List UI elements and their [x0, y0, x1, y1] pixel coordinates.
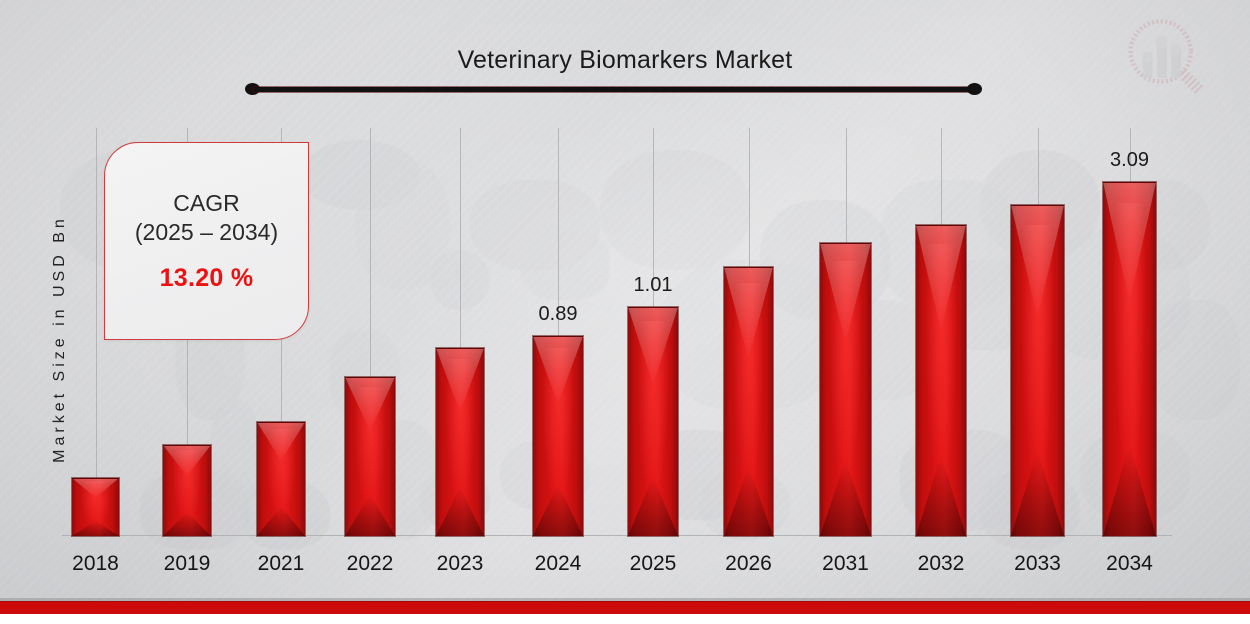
bar-2025[interactable] [628, 307, 678, 536]
gridline [846, 128, 847, 243]
bar-top-edge [916, 225, 966, 226]
bar-2019[interactable] [163, 445, 211, 536]
bar-top-edge [820, 243, 871, 244]
bar-2032[interactable] [916, 225, 966, 536]
bar-2034[interactable] [1103, 182, 1156, 536]
gridline [1038, 128, 1039, 205]
x-axis-label-2024: 2024 [503, 552, 613, 576]
cagr-card: CAGR (2025 – 2034) 13.20 % [104, 142, 309, 340]
bar-2018[interactable] [72, 478, 119, 536]
gridline [460, 128, 461, 348]
chart-canvas: Veterinary Biomarkers Market Market Size… [0, 0, 1250, 624]
x-axis-baseline [62, 535, 1172, 536]
bar-value-label-2024: 0.89 [508, 303, 608, 326]
x-axis-label-2031: 2031 [791, 552, 901, 576]
bar-2024[interactable] [533, 336, 583, 536]
x-axis-label-2023: 2023 [405, 552, 515, 576]
bar-top-edge [345, 377, 395, 378]
gridline [96, 128, 97, 478]
bar-2022[interactable] [345, 377, 395, 536]
gridline [370, 128, 371, 377]
bar-top-edge [72, 478, 119, 479]
bar-2033[interactable] [1011, 205, 1064, 536]
bar-top-edge [724, 267, 773, 268]
bar-2031[interactable] [820, 243, 871, 536]
x-axis-label-2026: 2026 [694, 552, 804, 576]
cagr-value: 13.20 % [160, 264, 254, 293]
bar-2021[interactable] [257, 422, 305, 536]
bar-2023[interactable] [436, 348, 484, 536]
bar-2026[interactable] [724, 267, 773, 536]
cagr-label: CAGR [173, 189, 239, 217]
bar-top-edge [1103, 182, 1156, 183]
gridline [749, 128, 750, 267]
footer-white-strip [0, 614, 1250, 624]
bar-top-edge [533, 336, 583, 337]
bar-value-label-2025: 1.01 [603, 274, 703, 297]
gridline [941, 128, 942, 225]
bar-top-edge [257, 422, 305, 423]
bar-value-label-2034: 3.09 [1080, 149, 1180, 172]
x-axis-label-2032: 2032 [886, 552, 996, 576]
bar-top-edge [628, 307, 678, 308]
bar-top-edge [163, 445, 211, 446]
x-axis-label-2034: 2034 [1075, 552, 1185, 576]
bar-top-edge [436, 348, 484, 349]
cagr-period: (2025 – 2034) [135, 218, 278, 246]
bar-top-edge [1011, 205, 1064, 206]
footer-accent-band [0, 601, 1250, 614]
x-axis-label-2025: 2025 [598, 552, 708, 576]
